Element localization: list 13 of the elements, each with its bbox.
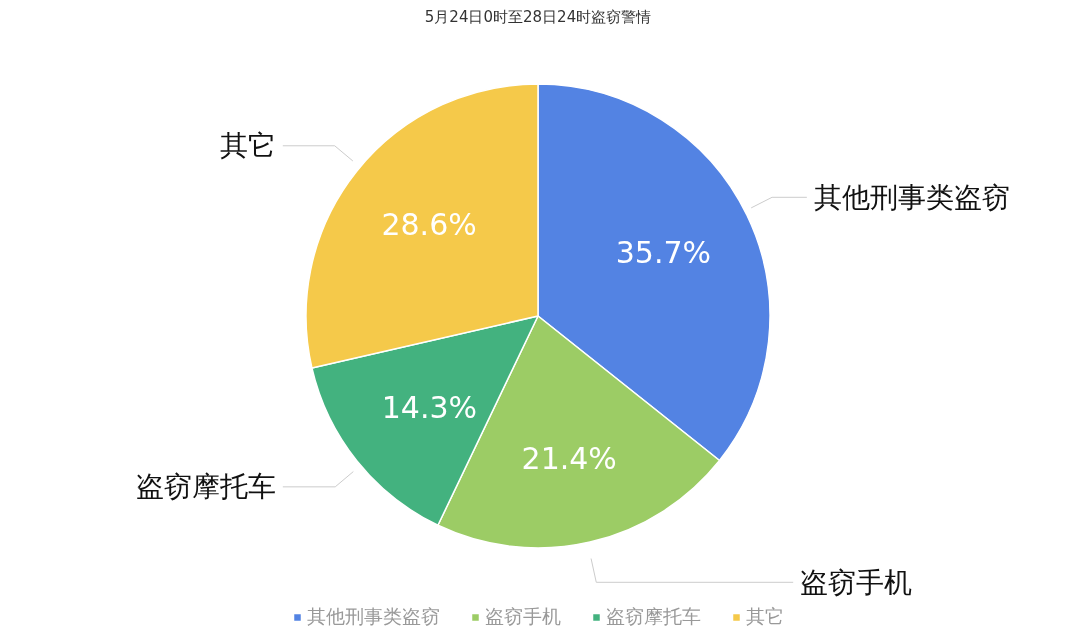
legend-label: 盗窃手机 [484, 604, 561, 629]
data-label: 21.4% [521, 441, 617, 477]
data-label: 35.7% [615, 234, 712, 270]
slice-label: 盗窃手机 [800, 565, 913, 599]
legend-label: 其它 [745, 604, 784, 629]
chart-title: 5月24日0时至28日24时盗窃警情 [424, 7, 652, 26]
data-label: 28.6% [381, 207, 477, 243]
data-label: 14.3% [381, 390, 478, 426]
legend-label: 其他刑事类盗窃 [306, 604, 440, 629]
slice-label: 其他刑事类盗窃 [813, 180, 1010, 214]
slice-label: 其它 [219, 129, 276, 163]
legend-label: 盗窃摩托车 [605, 604, 701, 629]
slice-label: 盗窃摩托车 [135, 470, 276, 504]
